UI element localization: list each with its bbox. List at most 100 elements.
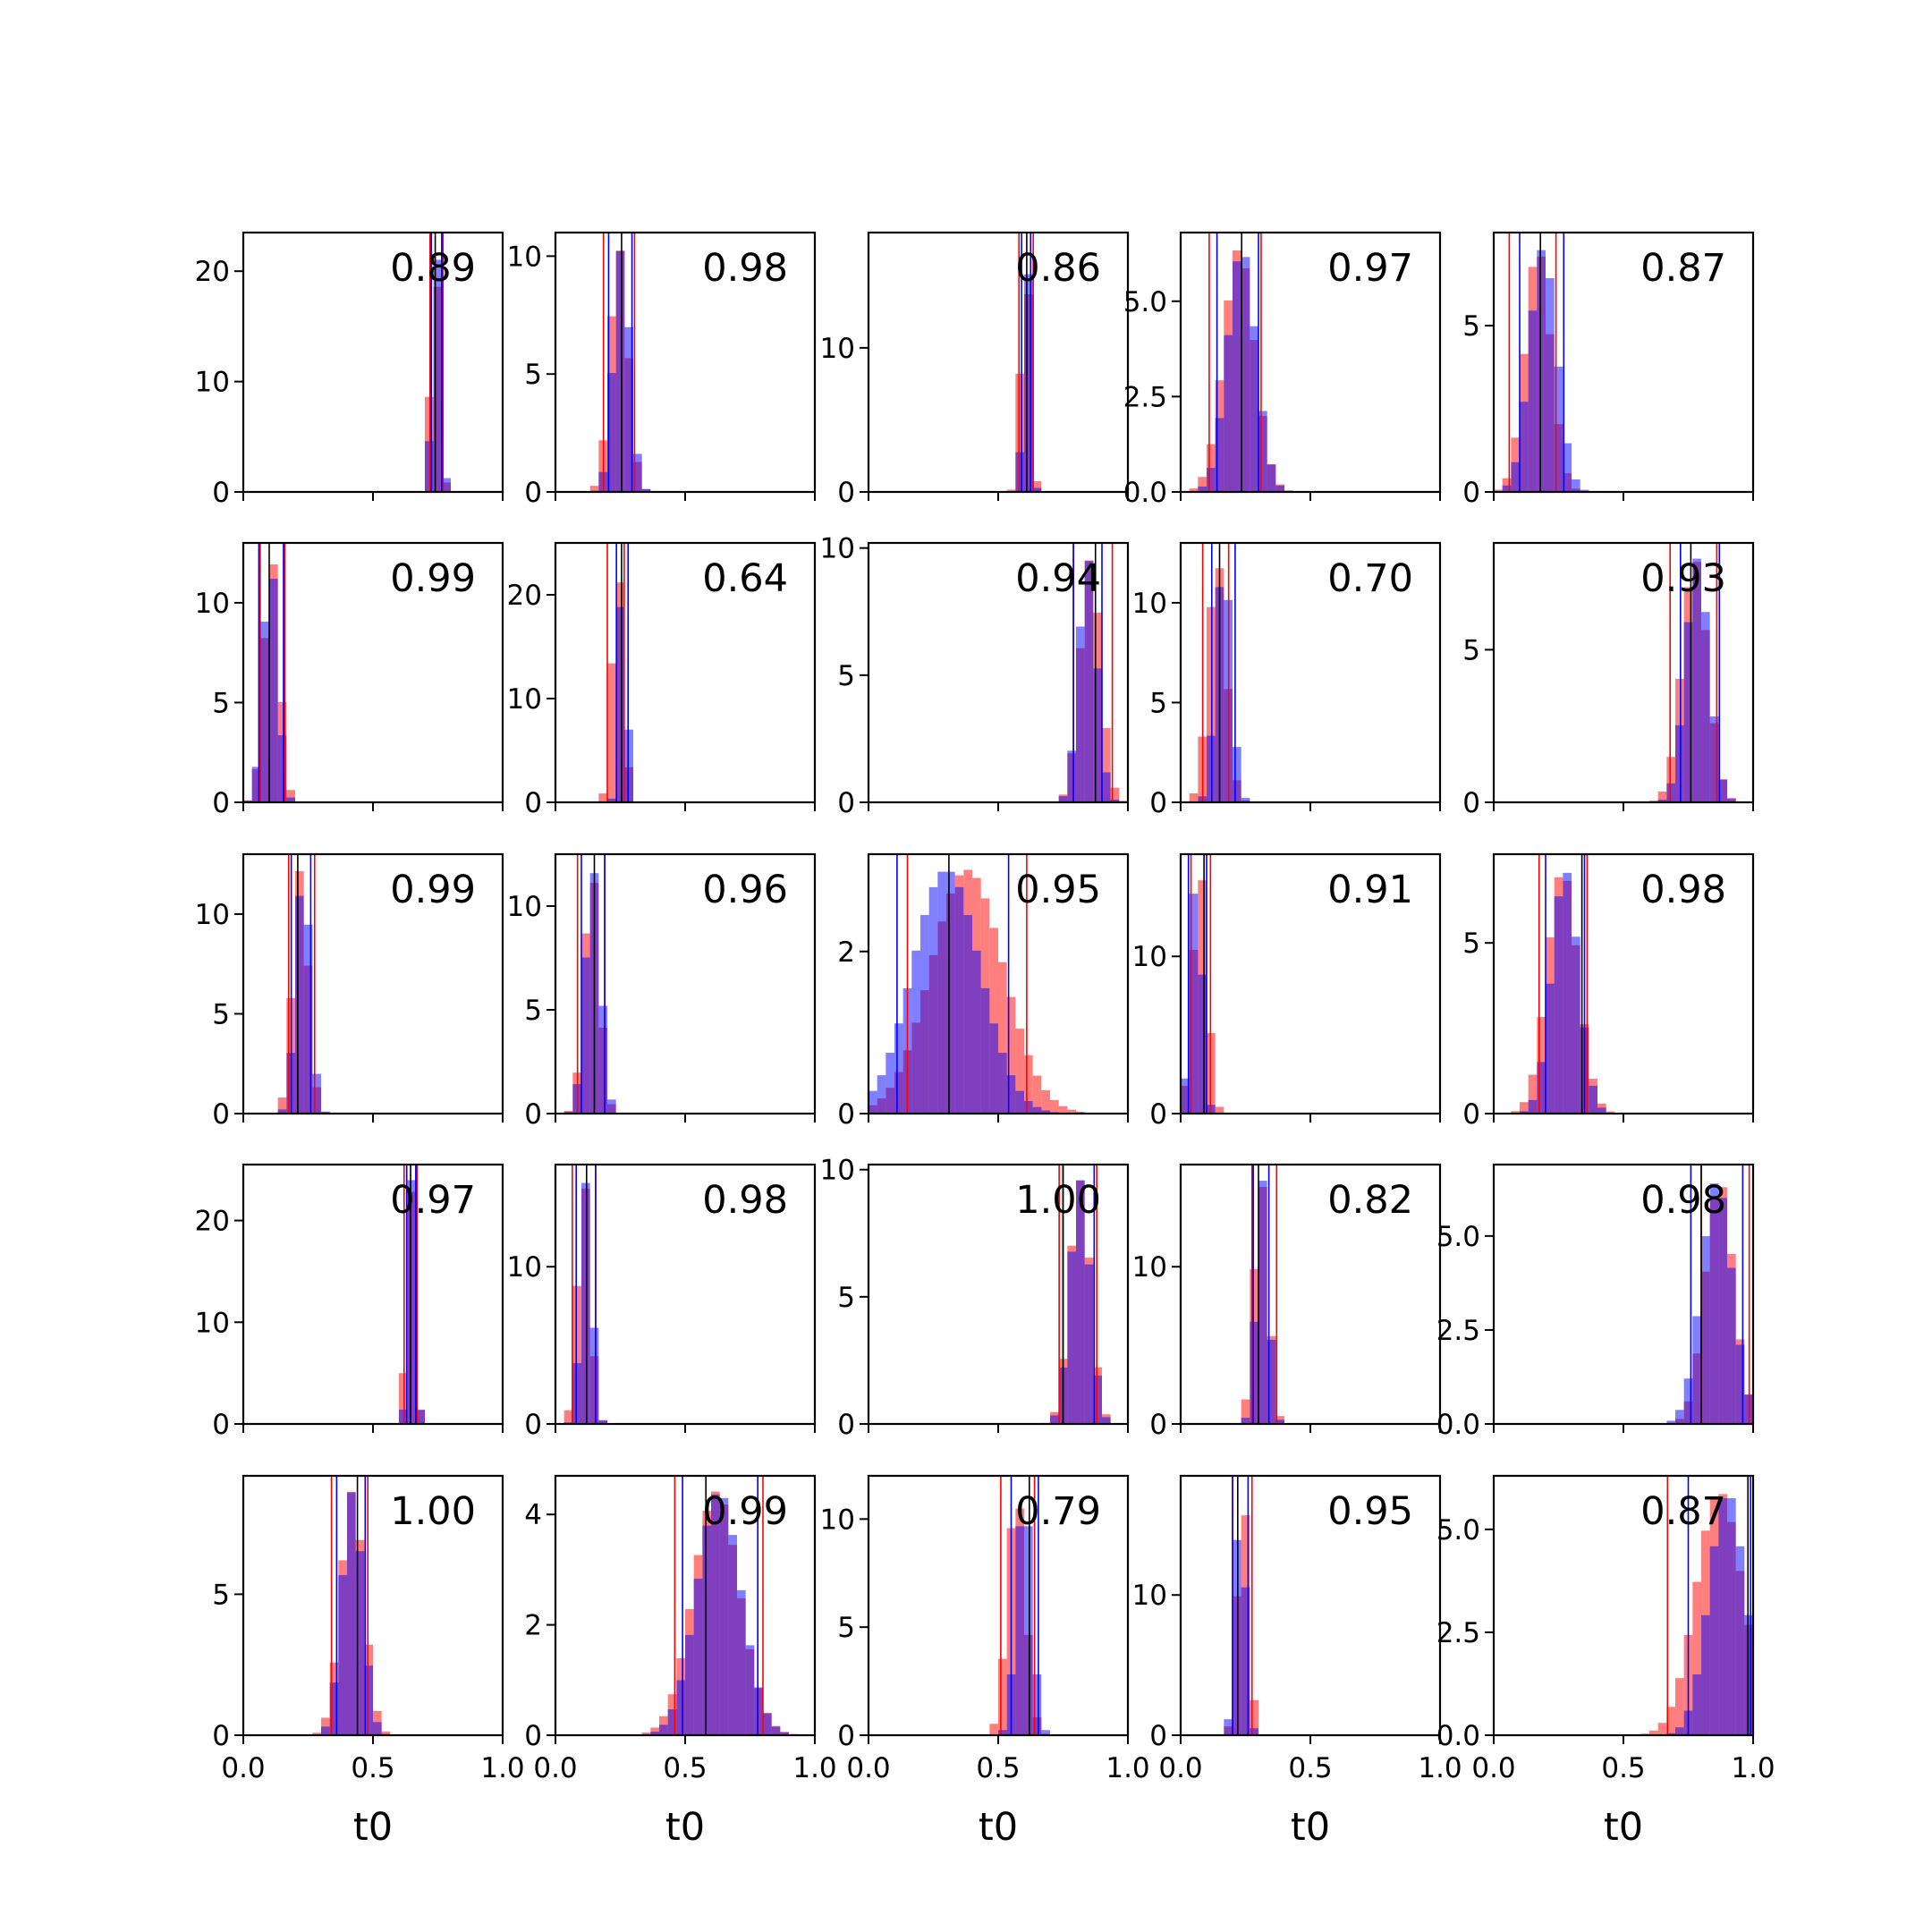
panel-score-label: 0.97 [390,1178,476,1223]
y-tick-label: 20 [195,1206,230,1238]
panel-score-label: 0.87 [1640,246,1726,291]
y-tick-label: 2 [524,1610,542,1642]
x-axis-title: t0 [979,1805,1018,1850]
y-tick-label: 0 [837,1409,855,1441]
blue-histogram-bar [1701,1235,1710,1424]
blue-histogram-bar [624,729,633,802]
blue-histogram-bar [581,957,590,1114]
blue-histogram-bar [1250,1728,1258,1735]
blue-histogram-bar [1093,1375,1102,1424]
blue-histogram-bar [1258,1181,1267,1424]
blue-histogram-bar [260,621,269,802]
y-tick-label: 0 [1462,1098,1480,1131]
blue-histogram-bar [1258,411,1267,492]
blue-histogram-bar [1537,1062,1546,1114]
blue-histogram-bar [1572,479,1580,492]
y-tick-label: 5.0 [1123,286,1167,318]
blue-histogram-bar [928,886,938,1114]
x-tick-label: 1.0 [792,1752,836,1784]
red-histogram-bar [598,793,607,802]
panel-bars [1511,872,1615,1114]
blue-histogram-bar [754,1687,763,1735]
y-tick-label: 10 [820,1504,855,1536]
y-tick-label: 5 [1149,687,1167,719]
panel-4-2: 0.98 0 10 [507,1163,817,1441]
blue-histogram-bar [1241,1587,1250,1735]
y-tick-label: 0 [1149,1720,1167,1752]
red-histogram-bar [998,1658,1007,1735]
x-tick-label: 0.5 [663,1752,707,1784]
blue-histogram-bar [407,1180,417,1424]
y-tick-label: 5 [212,1579,230,1611]
blue-histogram-bar [1701,1614,1710,1735]
blue-histogram-bar [702,1525,711,1735]
blue-histogram-bar [399,1409,408,1424]
red-histogram-bar [1006,996,1016,1114]
blue-histogram-bar [1701,612,1710,802]
blue-histogram-bar [1084,561,1094,802]
blue-histogram-bar [1241,257,1250,492]
y-tick-label: 5.0 [1436,1514,1480,1546]
red-histogram-bar [277,1097,287,1114]
blue-histogram-bar [572,1363,581,1424]
blue-histogram-bar [937,871,946,1114]
x-tick-label: 1.0 [1106,1752,1149,1784]
y-tick-label: 2.5 [1436,1315,1480,1347]
x-tick-label: 1.0 [1418,1752,1462,1784]
panel-2-1: 0.99 0 5 10 [195,541,504,819]
blue-histogram-bar [685,1634,694,1735]
y-tick-label: 0 [837,1098,855,1131]
blue-histogram-bar [650,1731,659,1735]
blue-histogram-bar [911,950,920,1114]
panel-score-label: 0.97 [1327,246,1413,291]
blue-histogram-bar [1675,724,1684,802]
red-histogram-bar [1494,489,1503,492]
panel-bars [1189,250,1293,492]
blue-histogram-bar [1709,1546,1719,1735]
panel-4-5: 0.98 0.0 2.5 5.0 [1436,1163,1755,1441]
panel-2-3: 0.94 0 5 10 [820,533,1130,819]
blue-histogram-bar [1727,1498,1736,1735]
blue-histogram-bar [286,797,295,802]
red-histogram-bar [381,1731,391,1735]
panel-score-label: 0.94 [1015,556,1101,601]
blue-histogram-bar [1198,974,1207,1114]
blue-histogram-bar [1015,1526,1024,1735]
blue-histogram-bar [1032,1106,1042,1114]
panel-bars [564,1182,607,1424]
y-tick-label: 2.5 [1123,381,1167,413]
blue-histogram-bar [1692,1674,1701,1735]
blue-histogram-bar [1718,779,1727,802]
panel-score-label: 0.64 [702,556,788,601]
blue-histogram-bar [1189,894,1199,1114]
blue-histogram-bar [1093,668,1102,802]
panel-bars [1181,880,1224,1114]
blue-histogram-bar [425,441,434,492]
y-tick-label: 0 [1149,787,1167,819]
panel-bars [598,582,633,802]
red-histogram-bar [650,1727,659,1735]
blue-histogram-bar [1657,799,1667,802]
blue-histogram-bar [303,924,313,1114]
x-tick-label: 0.5 [1288,1752,1332,1784]
y-tick-label: 20 [507,580,542,612]
y-tick-label: 10 [1132,1251,1167,1284]
blue-histogram-bar [1563,872,1572,1114]
y-tick-label: 4 [524,1499,542,1531]
red-histogram-bar [1110,787,1120,802]
panel-2-2: 0.64 0 10 20 [507,541,817,819]
panel-bars [1640,1494,1753,1735]
blue-histogram-bar [269,579,278,802]
blue-histogram-bar [963,915,972,1114]
blue-histogram-bar [1709,716,1719,802]
blue-histogram-bar [1718,1198,1727,1424]
x-tick-label: 0.0 [846,1752,890,1784]
blue-histogram-bar [1546,277,1555,492]
x-axis-title: t0 [353,1805,393,1850]
blue-histogram-bar [589,1327,599,1424]
blue-histogram-bar [1554,896,1563,1114]
x-tick-label: 1.0 [1731,1752,1775,1784]
y-tick-label: 5 [524,995,542,1027]
panel-5-5: 0.87 0.0 2.5 5.0 0.0 0.5 1.0 t0 [1436,1474,1775,1850]
